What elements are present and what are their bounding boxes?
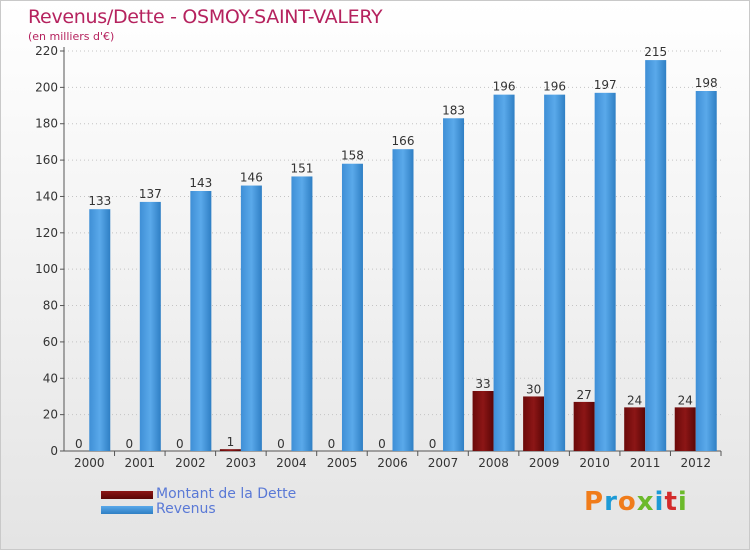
x-tick-label: 2011 <box>630 456 661 470</box>
data-label-debt: 27 <box>577 388 592 402</box>
bar-revenue <box>139 201 161 451</box>
x-tick-label: 2000 <box>74 456 105 470</box>
data-label-debt: 0 <box>429 437 437 451</box>
logo-letter: i <box>654 487 665 517</box>
logo-letter: i <box>677 487 688 517</box>
bar-debt <box>624 407 646 451</box>
bar-debt <box>472 391 494 451</box>
data-label-revenue: 158 <box>341 149 364 163</box>
data-label-debt: 33 <box>475 377 490 391</box>
x-tick-label: 2009 <box>529 456 560 470</box>
chart-title: Revenus/Dette - OSMOY-SAINT-VALERY <box>28 6 383 28</box>
x-tick-label: 2001 <box>125 456 156 470</box>
data-label-debt: 30 <box>526 382 541 396</box>
bar-revenue <box>341 163 363 451</box>
x-tick-label: 2006 <box>377 456 408 470</box>
legend-label-debt: Montant de la Dette <box>156 486 297 502</box>
data-label-revenue: 215 <box>644 45 667 59</box>
data-label-revenue: 166 <box>392 134 415 148</box>
chart-subtitle: (en milliers d'€) <box>28 30 115 43</box>
y-tick-label: 220 <box>35 44 58 58</box>
x-tick-label: 2004 <box>276 456 307 470</box>
bar-revenue <box>190 191 212 451</box>
data-labels: 0 133 0 137 0 143 1 146 0 151 0 158 0 166 0 183 33 196 30 1… <box>75 45 718 451</box>
data-label-revenue: 146 <box>240 171 263 185</box>
logo-letter: x <box>636 487 655 517</box>
y-tick-label: 200 <box>35 80 58 94</box>
legend-label-revenue: Revenus <box>156 501 216 517</box>
data-label-revenue: 143 <box>189 176 212 190</box>
bar-revenue <box>443 118 465 451</box>
data-label-debt: 24 <box>627 393 642 407</box>
y-tick-label: 180 <box>35 117 58 131</box>
data-label-revenue: 133 <box>88 194 111 208</box>
data-label-revenue: 183 <box>442 103 465 117</box>
legend-swatch-debt <box>101 491 153 499</box>
bar-revenue <box>89 209 111 451</box>
bar-revenue <box>291 176 313 452</box>
bar-revenue <box>392 149 414 451</box>
x-tick-label: 2007 <box>428 456 459 470</box>
logo-letter: t <box>664 487 678 517</box>
logo-letter: o <box>617 487 637 517</box>
data-label-revenue: 198 <box>695 76 718 90</box>
bars <box>68 60 717 452</box>
bar-debt <box>573 401 595 451</box>
data-label-debt: 0 <box>125 437 133 451</box>
y-tick-label: 140 <box>35 189 58 203</box>
data-label-debt: 24 <box>678 393 693 407</box>
data-label-debt: 0 <box>75 437 83 451</box>
y-tick-label: 0 <box>50 444 58 458</box>
data-label-debt: 0 <box>328 437 336 451</box>
data-label-debt: 0 <box>176 437 184 451</box>
x-tick-label: 2003 <box>226 456 257 470</box>
data-label-revenue: 137 <box>139 187 162 201</box>
bar-revenue <box>544 94 566 452</box>
y-tick-label: 100 <box>35 262 58 276</box>
logo-letter: r <box>604 487 618 517</box>
bar-revenue <box>594 92 616 452</box>
bar-revenue <box>645 60 667 451</box>
x-tick-label: 2012 <box>680 456 711 470</box>
bar-debt <box>219 449 241 451</box>
data-label-revenue: 197 <box>594 78 617 92</box>
bar-revenue <box>493 94 515 452</box>
data-label-debt: 1 <box>227 435 235 449</box>
y-tick-label: 20 <box>43 408 58 422</box>
bar-revenue <box>695 91 717 451</box>
proxiti-logo: Proxiti <box>584 487 688 517</box>
y-tick-label: 120 <box>35 226 58 240</box>
bar-revenue <box>240 185 262 451</box>
y-tick-label: 40 <box>43 371 58 385</box>
y-tick-label: 60 <box>43 335 58 349</box>
y-tick-label: 80 <box>43 299 58 313</box>
y-tick-label: 160 <box>35 153 58 167</box>
bar-debt <box>674 407 696 451</box>
data-label-debt: 0 <box>277 437 285 451</box>
bar-debt <box>523 396 545 451</box>
data-label-revenue: 196 <box>543 80 566 94</box>
data-label-revenue: 196 <box>493 80 516 94</box>
data-label-revenue: 151 <box>290 161 313 175</box>
x-tick-label: 2010 <box>579 456 610 470</box>
x-tick-label: 2008 <box>478 456 509 470</box>
logo-letter: P <box>584 487 605 517</box>
legend-swatch-revenue <box>101 506 153 514</box>
x-tick-label: 2005 <box>327 456 358 470</box>
data-label-debt: 0 <box>378 437 386 451</box>
x-tick-label: 2002 <box>175 456 206 470</box>
